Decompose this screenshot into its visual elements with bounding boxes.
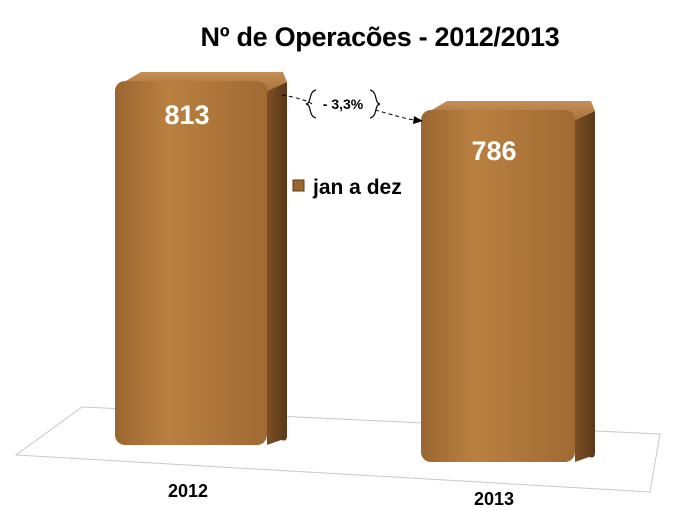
x-tick-label-2013: 2013 [474,489,514,509]
bar-side-2013 [575,111,595,463]
change-bracket-right [369,89,381,119]
bar-value-label-2012: 813 [164,100,209,130]
bar-2012 [115,80,267,445]
bars-group: 813 2012 786 2013 [115,71,595,509]
change-bracket-left [305,89,317,119]
change-arrow [281,94,415,121]
change-annotation: - 3,3% [281,89,423,124]
chart-title: Nº de Operacões - 2012/2013 [200,22,560,52]
bar-2013 [421,110,575,463]
bar-side-2012 [267,81,287,445]
bar-value-label-2013: 786 [471,136,516,166]
legend-label: jan a dez [312,176,402,199]
x-tick-label-2012: 2012 [168,481,208,501]
change-label: - 3,3% [323,96,364,112]
change-arrow-head [413,116,423,124]
legend: jan a dez [292,176,402,199]
legend-swatch [292,179,305,192]
